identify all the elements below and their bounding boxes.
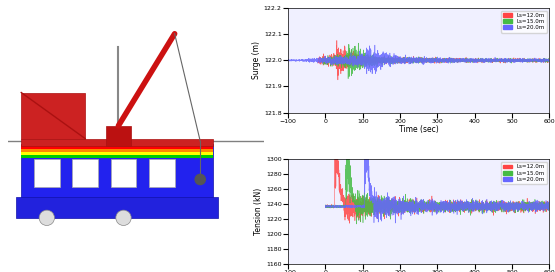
- Y-axis label: Surge (m): Surge (m): [252, 41, 261, 79]
- FancyBboxPatch shape: [21, 155, 213, 158]
- FancyBboxPatch shape: [21, 92, 85, 138]
- Circle shape: [195, 174, 205, 185]
- FancyBboxPatch shape: [105, 126, 131, 146]
- Legend: Ls=12.0m, Ls=15.0m, Ls=20.0m: Ls=12.0m, Ls=15.0m, Ls=20.0m: [501, 162, 547, 184]
- FancyBboxPatch shape: [111, 159, 137, 187]
- X-axis label: Time (sec): Time (sec): [399, 125, 438, 134]
- FancyBboxPatch shape: [34, 159, 59, 187]
- FancyBboxPatch shape: [21, 144, 213, 200]
- FancyBboxPatch shape: [16, 197, 218, 218]
- Circle shape: [39, 210, 54, 225]
- FancyBboxPatch shape: [21, 152, 213, 155]
- FancyBboxPatch shape: [21, 149, 213, 152]
- Legend: Ls=12.0m, Ls=15.0m, Ls=20.0m: Ls=12.0m, Ls=15.0m, Ls=20.0m: [501, 11, 547, 33]
- FancyBboxPatch shape: [149, 159, 175, 187]
- FancyBboxPatch shape: [72, 159, 98, 187]
- Y-axis label: Tension (kN): Tension (kN): [254, 188, 263, 235]
- FancyBboxPatch shape: [21, 138, 213, 146]
- Circle shape: [116, 210, 131, 225]
- FancyBboxPatch shape: [21, 146, 213, 149]
